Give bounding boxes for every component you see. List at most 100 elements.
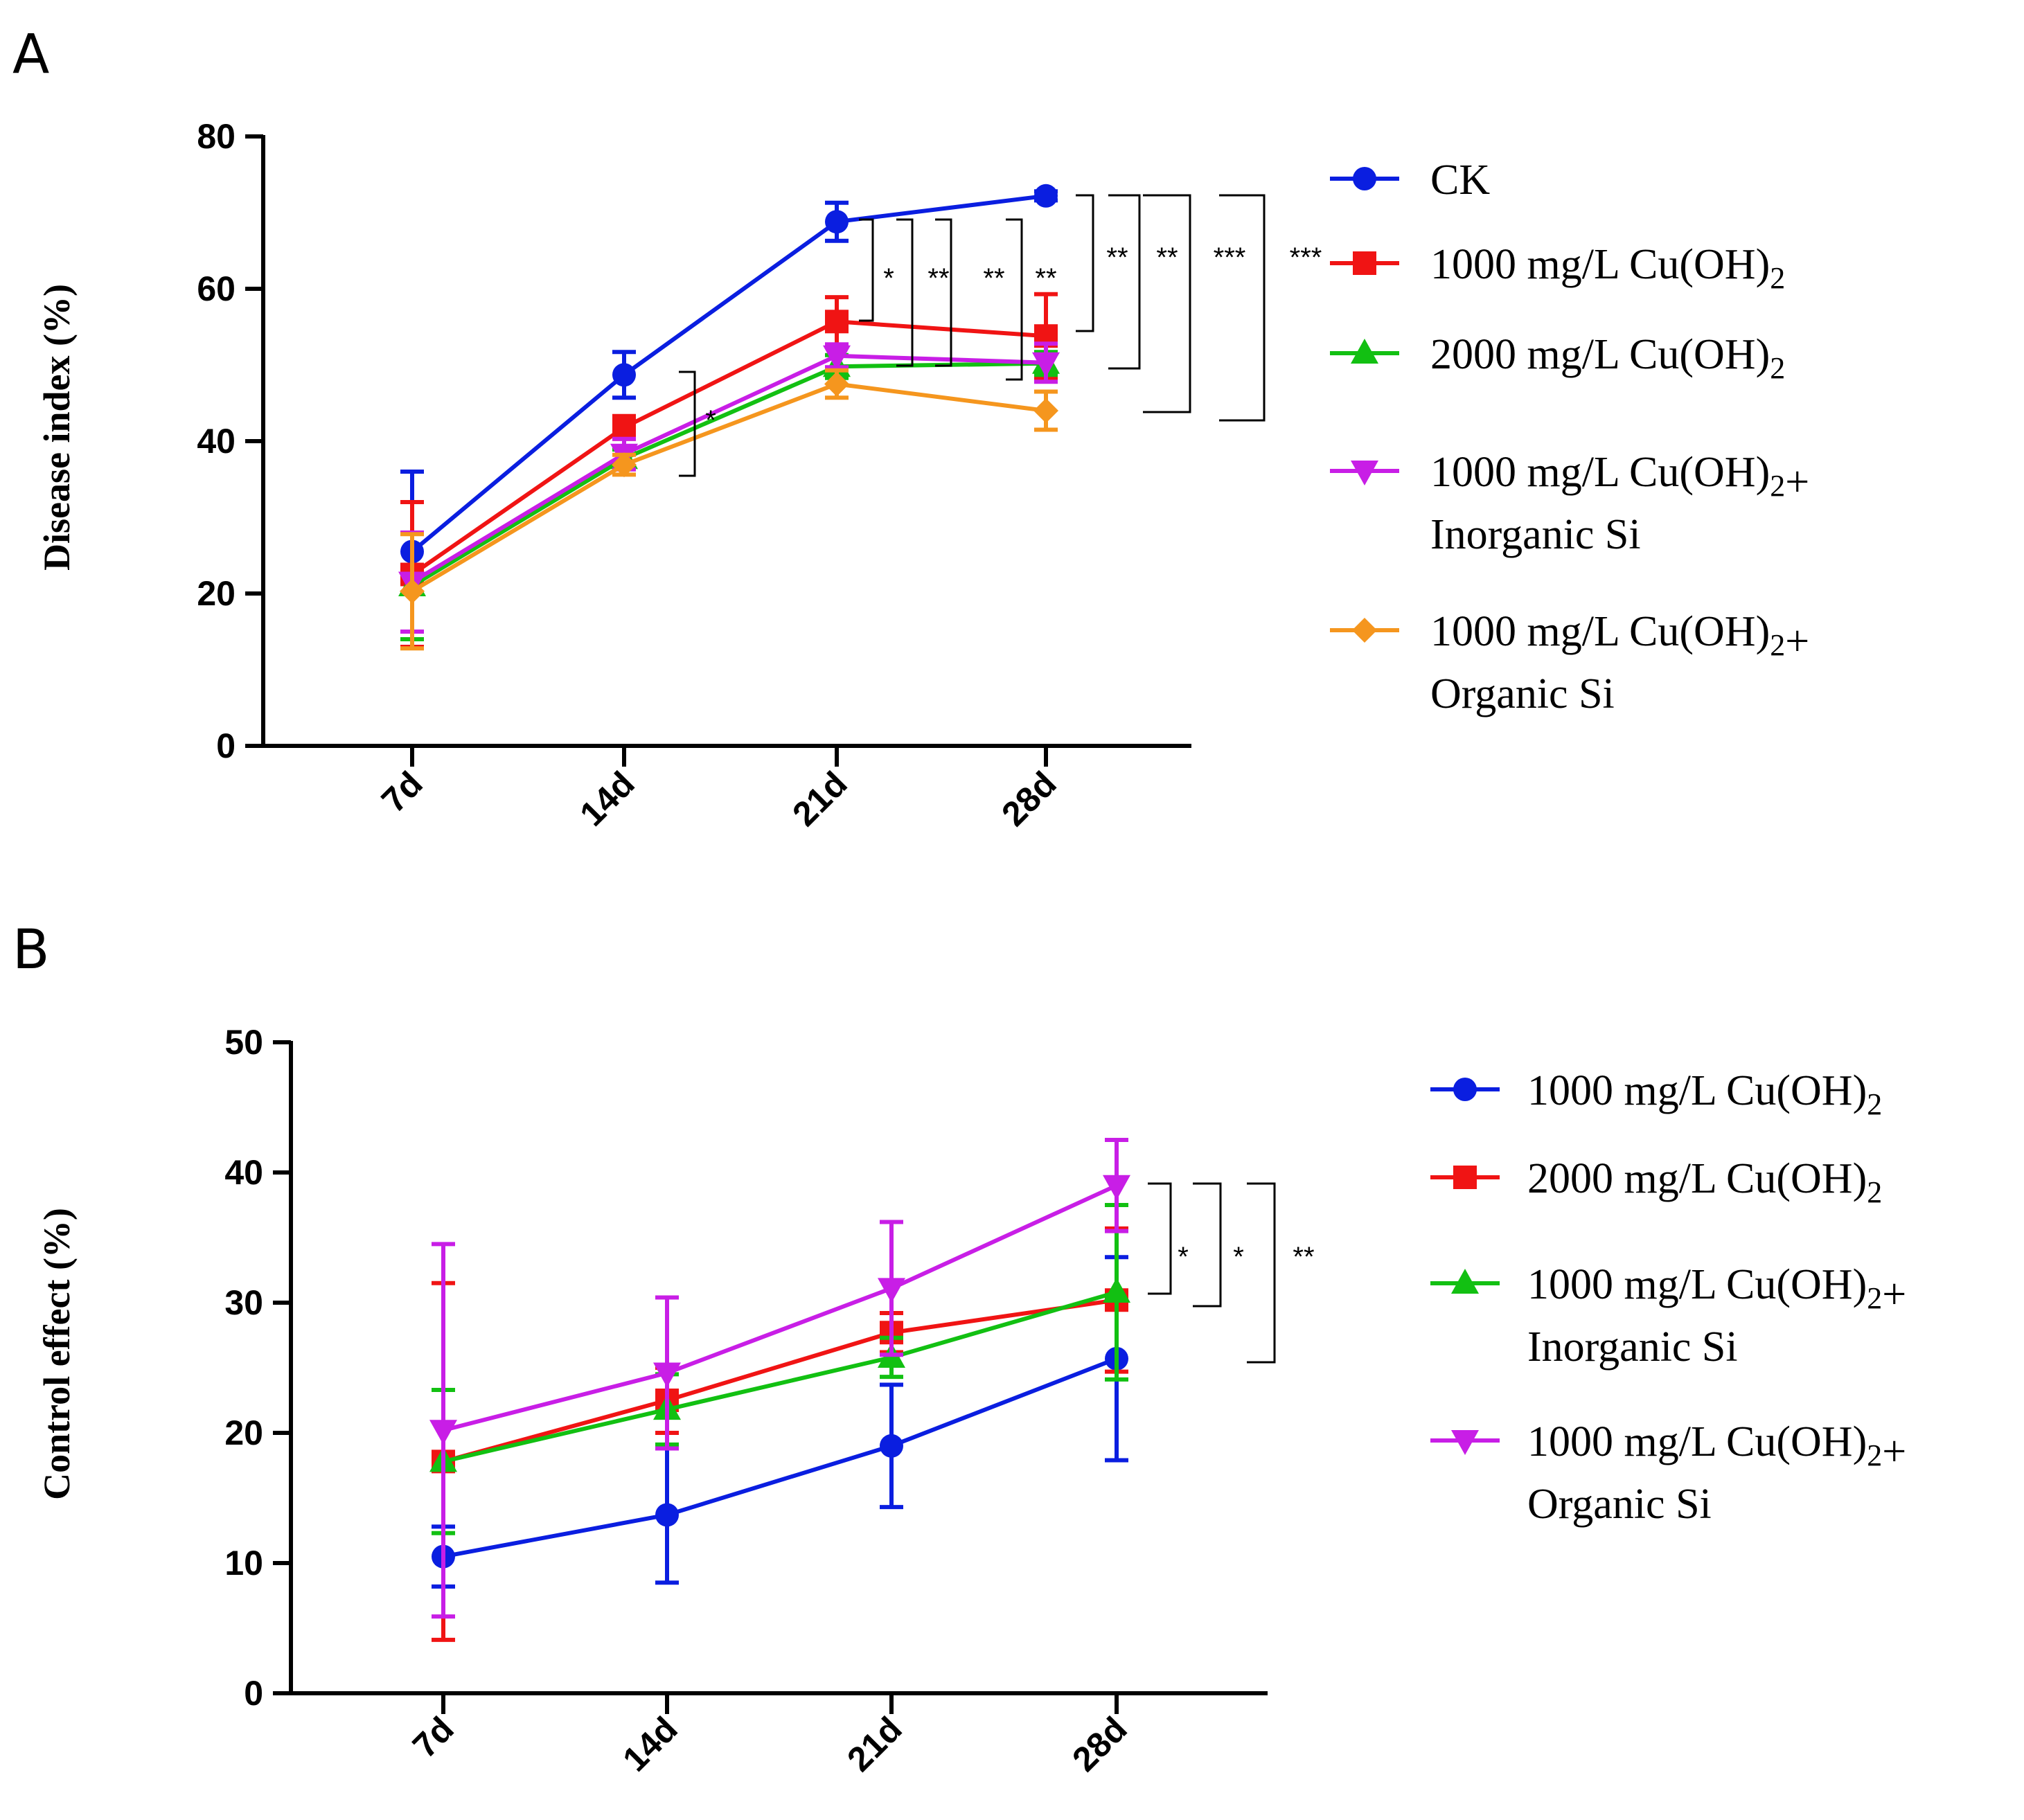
y-tick-label: 40: [224, 1153, 263, 1192]
x-tick-label: 28d: [1065, 1709, 1135, 1779]
series-line: [443, 1290, 1117, 1464]
significance-bracket: *: [679, 371, 716, 477]
series-line: [411, 382, 1047, 594]
series-line: [443, 1184, 1118, 1433]
legend-item: 1000 mg/L Cu(OH)2+ Organic Si: [1330, 608, 1809, 717]
legend-item: 1000 mg/L Cu(OH)2+ Inorganic Si: [1330, 449, 1809, 558]
legend-marker: [1353, 251, 1376, 275]
bracket-line: [1193, 1182, 1222, 1308]
legend-marker: [1453, 1078, 1477, 1101]
series-4: [398, 341, 1060, 634]
legend-item: CK: [1330, 157, 1490, 204]
data-point: [655, 1503, 679, 1527]
panel-letter: B: [12, 919, 50, 981]
y-tick-label: 20: [224, 1413, 263, 1452]
y-axis-label: Disease index (%): [36, 284, 78, 571]
x-tick-label: 21d: [785, 764, 855, 834]
data-point: [1033, 398, 1058, 423]
series-line: [443, 1357, 1118, 1559]
y-tick-label: 0: [216, 726, 236, 765]
significance-label: **: [1156, 242, 1178, 273]
series-4: [429, 1138, 1130, 1619]
significance-label: ***: [1290, 242, 1322, 273]
series-line: [411, 193, 1047, 553]
y-axis-label: Control effect (%): [36, 1208, 78, 1500]
data-point: [823, 345, 851, 371]
bracket-line: [1219, 194, 1266, 422]
bracket-line: [1076, 194, 1094, 332]
legend-marker: [1352, 618, 1377, 643]
series-5: [400, 368, 1058, 651]
data-point: [1103, 1175, 1130, 1200]
legend-label: 1000 mg/L Cu(OH)2+: [1430, 608, 1809, 665]
data-point: [400, 578, 425, 604]
significance-bracket: **: [1006, 218, 1057, 381]
significance-bracket: **: [896, 218, 950, 367]
data-point: [824, 371, 849, 397]
x-tick-label: 7d: [374, 764, 430, 820]
legend-marker: [1353, 167, 1376, 190]
legend-item: 1000 mg/L Cu(OH)2: [1330, 241, 1785, 295]
series-2: [432, 1226, 1128, 1642]
significance-label: *: [883, 263, 894, 294]
data-point: [612, 363, 636, 387]
bracket-line: [1006, 218, 1023, 381]
bracket-line: [1143, 194, 1191, 413]
data-point: [825, 310, 849, 334]
legend-label: 1000 mg/L Cu(OH)2+: [1430, 449, 1809, 506]
legend-label: 1000 mg/L Cu(OH)2+: [1527, 1261, 1906, 1318]
legend-item: 1000 mg/L Cu(OH)2+ Organic Si: [1430, 1418, 1906, 1528]
x-tick-label: 28d: [994, 764, 1064, 834]
bracket-line: [679, 371, 696, 477]
legend-marker: [1351, 461, 1378, 485]
x-tick-label: 21d: [840, 1709, 909, 1779]
data-point: [653, 1362, 681, 1388]
significance-label: ***: [1214, 242, 1246, 273]
legend-label: CK: [1430, 157, 1490, 204]
legend-item: 1000 mg/L Cu(OH)2+ Inorganic Si: [1430, 1261, 1906, 1371]
panel-letter: A: [12, 24, 49, 86]
data-point: [429, 1420, 457, 1445]
data-point: [878, 1278, 905, 1303]
x-tick-label: 14d: [572, 764, 642, 834]
significance-label: **: [927, 263, 949, 294]
x-tick-label: 7d: [405, 1709, 461, 1765]
significance-label: *: [705, 405, 716, 436]
data-point: [825, 210, 849, 234]
data-point: [1034, 184, 1058, 208]
legend-label: 2000 mg/L Cu(OH)2: [1430, 331, 1785, 385]
x-tick-label: 14d: [615, 1709, 685, 1779]
legend-item: 1000 mg/L Cu(OH)2: [1430, 1067, 1882, 1121]
legend-label: Organic Si: [1430, 670, 1615, 717]
y-tick-label: 40: [197, 422, 236, 461]
significance-bracket: **: [1247, 1182, 1315, 1364]
legend-label: 1000 mg/L Cu(OH)2: [1527, 1067, 1882, 1121]
significance-bracket: **: [935, 218, 1005, 367]
legend-marker: [1351, 339, 1378, 364]
legend-label: 2000 mg/L Cu(OH)2: [1527, 1155, 1882, 1209]
y-tick-label: 10: [224, 1544, 263, 1582]
y-tick-label: 80: [197, 117, 236, 156]
legend-label: Inorganic Si: [1527, 1323, 1738, 1371]
legend-marker: [1451, 1430, 1479, 1455]
series-2: [400, 292, 1058, 649]
data-point: [1103, 1277, 1130, 1303]
significance-label: **: [1035, 263, 1056, 294]
significance-bracket: ***: [1219, 194, 1322, 422]
data-point: [1032, 352, 1060, 377]
data-point: [880, 1434, 903, 1458]
series-line: [411, 319, 1047, 576]
y-tick-label: 50: [224, 1023, 263, 1062]
legend-item: 2000 mg/L Cu(OH)2: [1430, 1155, 1882, 1209]
series-line: [443, 1298, 1117, 1464]
significance-bracket: *: [1193, 1182, 1244, 1308]
legend-label: Organic Si: [1527, 1481, 1712, 1528]
significance-bracket: *: [859, 218, 894, 322]
y-tick-label: 60: [197, 269, 236, 308]
bracket-line: [1108, 194, 1141, 370]
legend-marker: [1453, 1166, 1477, 1189]
significance-label: **: [1293, 1242, 1314, 1272]
data-point: [612, 452, 637, 478]
